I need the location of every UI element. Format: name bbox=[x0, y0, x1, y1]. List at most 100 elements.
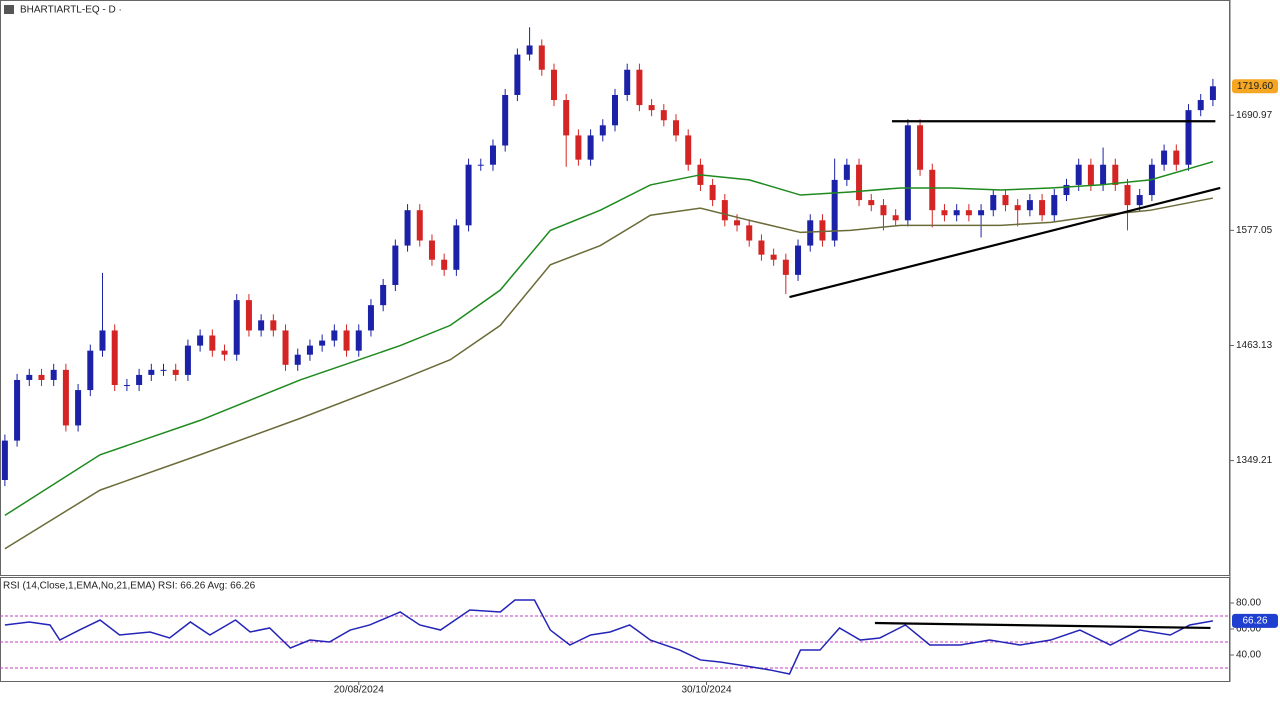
candle-body bbox=[1, 440, 8, 481]
candle-body bbox=[917, 125, 924, 170]
candle-body bbox=[660, 110, 667, 121]
candle-body bbox=[892, 215, 899, 221]
candle-body bbox=[868, 200, 875, 206]
candle-body bbox=[221, 350, 228, 355]
candle-body bbox=[941, 210, 948, 216]
candle-body bbox=[1014, 205, 1021, 211]
candle-body bbox=[111, 330, 118, 386]
candle-body bbox=[1136, 195, 1143, 206]
candle-body bbox=[1002, 195, 1009, 206]
series-line bbox=[4, 197, 1214, 550]
candle-body bbox=[1161, 150, 1168, 165]
value-marker bbox=[1232, 613, 1278, 628]
value-marker bbox=[1232, 79, 1278, 94]
chart-title: BHARTIARTL-EQ - D · bbox=[20, 5, 122, 16]
candle-body bbox=[758, 240, 765, 255]
candle-body bbox=[416, 210, 423, 241]
candle-body bbox=[538, 45, 545, 70]
candle-body bbox=[1063, 184, 1070, 196]
candle-body bbox=[245, 300, 252, 331]
candle-body bbox=[1026, 200, 1033, 211]
value-marker-label: 66.26 bbox=[1242, 616, 1267, 627]
candle-body bbox=[685, 135, 692, 165]
candle-body bbox=[965, 210, 972, 216]
candle-body bbox=[319, 340, 326, 346]
title-icon bbox=[4, 5, 14, 14]
candle-body bbox=[673, 120, 680, 136]
candle-body bbox=[136, 374, 143, 386]
candle-body bbox=[819, 220, 826, 241]
candle-body bbox=[1051, 195, 1058, 216]
candle-body bbox=[563, 100, 570, 136]
candle-body bbox=[355, 330, 362, 351]
candle-body bbox=[306, 345, 313, 355]
candle-body bbox=[1124, 184, 1131, 206]
candle-body bbox=[477, 164, 484, 166]
candle-body bbox=[343, 330, 350, 351]
candle-body bbox=[1087, 164, 1094, 185]
candle-body bbox=[282, 330, 289, 365]
candle-body bbox=[14, 379, 21, 441]
candle-body bbox=[428, 240, 435, 260]
y-tick-label: 80.00 bbox=[1236, 598, 1261, 609]
candle-body bbox=[599, 125, 606, 136]
candle-body bbox=[526, 45, 533, 55]
candle-body bbox=[770, 254, 777, 260]
series-line bbox=[4, 599, 1214, 675]
trendline bbox=[874, 621, 1211, 630]
candle-body bbox=[1197, 100, 1204, 111]
candle-body bbox=[953, 210, 960, 216]
candle-body bbox=[831, 179, 838, 241]
candle-body bbox=[502, 94, 509, 146]
candle-body bbox=[75, 390, 82, 426]
candle-body bbox=[197, 335, 204, 346]
trendline bbox=[789, 186, 1221, 299]
candle-body bbox=[453, 225, 460, 270]
candle-body bbox=[624, 69, 631, 95]
candle-body bbox=[1100, 164, 1107, 185]
candle-body bbox=[587, 135, 594, 160]
candle-body bbox=[1039, 200, 1046, 216]
candle-body bbox=[367, 305, 374, 331]
candle-body bbox=[233, 300, 240, 355]
candle-body bbox=[270, 320, 277, 331]
x-tick-label: 30/10/2024 bbox=[681, 685, 731, 696]
candle-body bbox=[294, 354, 301, 365]
candle-body bbox=[880, 205, 887, 216]
candle-body bbox=[978, 210, 985, 216]
candle-body bbox=[990, 195, 997, 211]
candle-body bbox=[87, 350, 94, 391]
candle-body bbox=[734, 220, 741, 226]
candle-body bbox=[856, 164, 863, 201]
candle-body bbox=[550, 69, 557, 101]
y-tick-label: 1349.21 bbox=[1236, 455, 1273, 466]
candle-body bbox=[648, 105, 655, 111]
candle-body bbox=[514, 54, 521, 95]
candle-body bbox=[392, 245, 399, 285]
candle-body bbox=[465, 164, 472, 226]
y-tick-label: 60.00 bbox=[1236, 624, 1261, 635]
candle-body bbox=[99, 330, 106, 351]
candle-body bbox=[62, 369, 69, 426]
candle-body bbox=[746, 225, 753, 241]
y-tick-label: 1577.05 bbox=[1236, 225, 1273, 236]
candle-body bbox=[1112, 164, 1119, 185]
candle-body bbox=[721, 200, 728, 221]
x-tick-label: 20/08/2024 bbox=[334, 685, 384, 696]
series-line bbox=[4, 160, 1214, 517]
candle-body bbox=[489, 145, 496, 165]
candle-body bbox=[38, 374, 45, 380]
candle-body bbox=[1173, 150, 1180, 165]
candle-body bbox=[1185, 110, 1192, 165]
candle-body bbox=[782, 259, 789, 275]
candle-body bbox=[636, 69, 643, 106]
value-marker-label: 1719.60 bbox=[1237, 81, 1274, 92]
candle-body bbox=[929, 169, 936, 211]
candle-body bbox=[575, 135, 582, 160]
candle-body bbox=[160, 369, 167, 371]
candle-body bbox=[209, 335, 216, 351]
candle-body bbox=[612, 94, 618, 126]
candle-body bbox=[795, 245, 802, 275]
